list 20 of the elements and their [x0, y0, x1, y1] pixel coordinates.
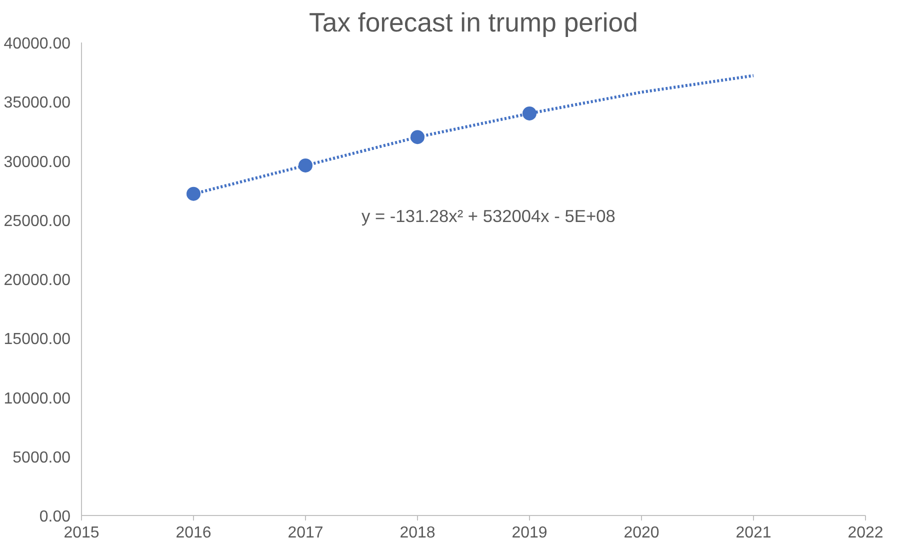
x-tick-label: 2020 — [624, 524, 660, 542]
y-tick-label: 5000.00 — [12, 449, 71, 466]
x-tick-label: 2019 — [512, 524, 548, 542]
x-tick-label: 2017 — [288, 524, 324, 542]
x-tick-label: 2021 — [736, 524, 772, 542]
y-tick-label: 10000.00 — [4, 390, 71, 408]
chart-title: Tax forecast in trump period — [309, 8, 638, 38]
y-tick-label: 20000.00 — [4, 272, 71, 289]
point — [186, 186, 200, 201]
y-tick-label: 0.00 — [39, 508, 71, 526]
x-tick-label: 2016 — [176, 524, 212, 542]
y-tick-label: 30000.00 — [4, 154, 71, 171]
y-tick-label: 35000.00 — [4, 94, 71, 112]
annotation: y = -131.28x² + 532004x - 5E+08 — [362, 206, 616, 226]
x-tick-label: 2022 — [848, 524, 884, 542]
y-tick-label: 15000.00 — [4, 331, 71, 348]
x-tick-label: 2018 — [400, 524, 436, 542]
y-tick-label: 40000.00 — [4, 36, 71, 52]
y-tick-label: 25000.00 — [4, 212, 71, 230]
x-tick-label: 2015 — [64, 524, 100, 542]
